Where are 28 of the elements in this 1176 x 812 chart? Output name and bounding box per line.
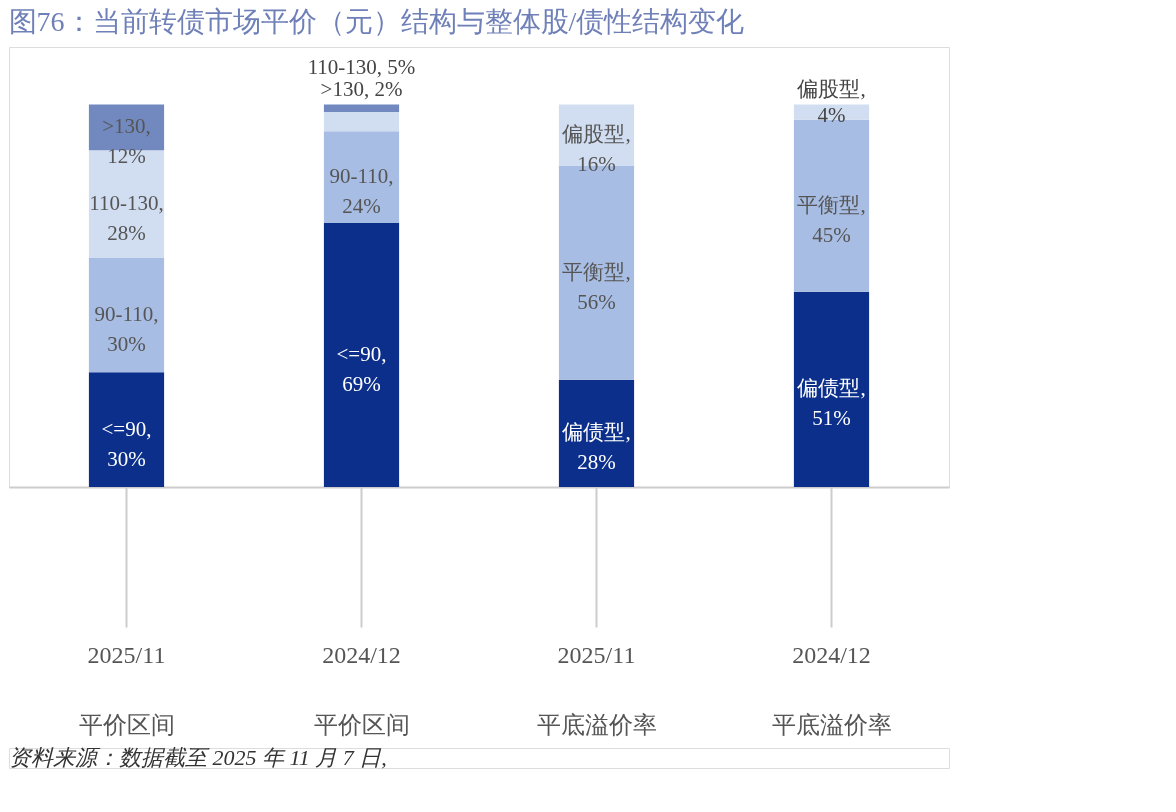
data-label: 偏债型, 28% <box>562 420 631 475</box>
data-label: <=90, 69% <box>336 342 387 396</box>
bar <box>88 104 165 151</box>
data-label: >130, 12% <box>102 114 151 169</box>
category-label: 2025/11 平价区间 <box>78 641 175 738</box>
data-label: >130, 2% <box>320 77 403 102</box>
bar <box>323 112 400 132</box>
category-label: 2025/11 平底溢价率 <box>536 641 657 738</box>
bar <box>323 131 400 223</box>
bar <box>793 291 870 487</box>
data-label: 90-110, 30% <box>94 301 159 356</box>
data-label: 偏股型, 16% <box>562 122 631 176</box>
bar <box>88 257 165 373</box>
bar <box>323 223 400 487</box>
data-label: 110-130, 28% <box>89 190 164 245</box>
data-label: 90-110, 24% <box>329 164 394 219</box>
data-label: 平衡型, 45% <box>797 192 866 247</box>
data-label: 偏股型, 4% <box>797 77 866 128</box>
category-label: 2024/12 平价区间 <box>313 641 410 738</box>
category-label: 2024/12 平底溢价率 <box>771 641 892 738</box>
data-label: <=90, 30% <box>101 416 152 471</box>
bar <box>323 104 400 113</box>
chart-title: 图76：当前转债市场平价（元）结构与整体股/债性结构变化 <box>8 5 745 37</box>
data-label: 偏债型, 51% <box>797 376 866 431</box>
bar <box>88 372 165 487</box>
data-label: 平衡型, 56% <box>562 259 631 314</box>
text: 资料来源：数据截至 2025 年 11 月 7 日, <box>9 745 387 770</box>
data-label: 110-130, 5% <box>307 55 416 80</box>
